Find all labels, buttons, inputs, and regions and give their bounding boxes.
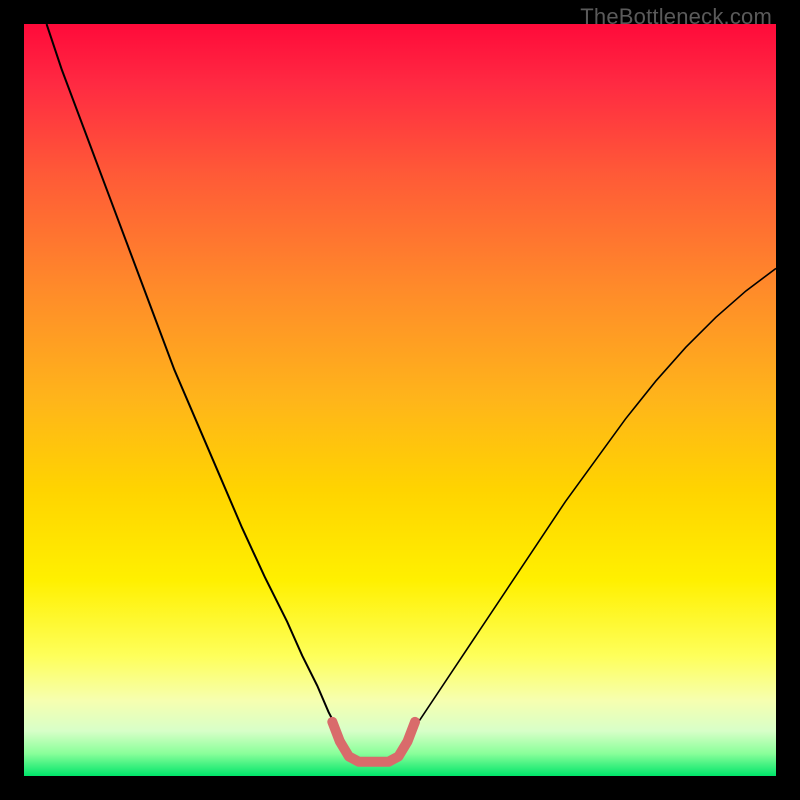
curve-left-arm <box>47 24 346 744</box>
curve-right-arm <box>402 268 776 744</box>
chart-frame: TheBottleneck.com <box>0 0 800 800</box>
curve-valley-highlight <box>332 722 415 762</box>
plot-area <box>24 24 776 776</box>
watermark-text: TheBottleneck.com <box>580 4 772 30</box>
curve-layer <box>24 24 776 776</box>
